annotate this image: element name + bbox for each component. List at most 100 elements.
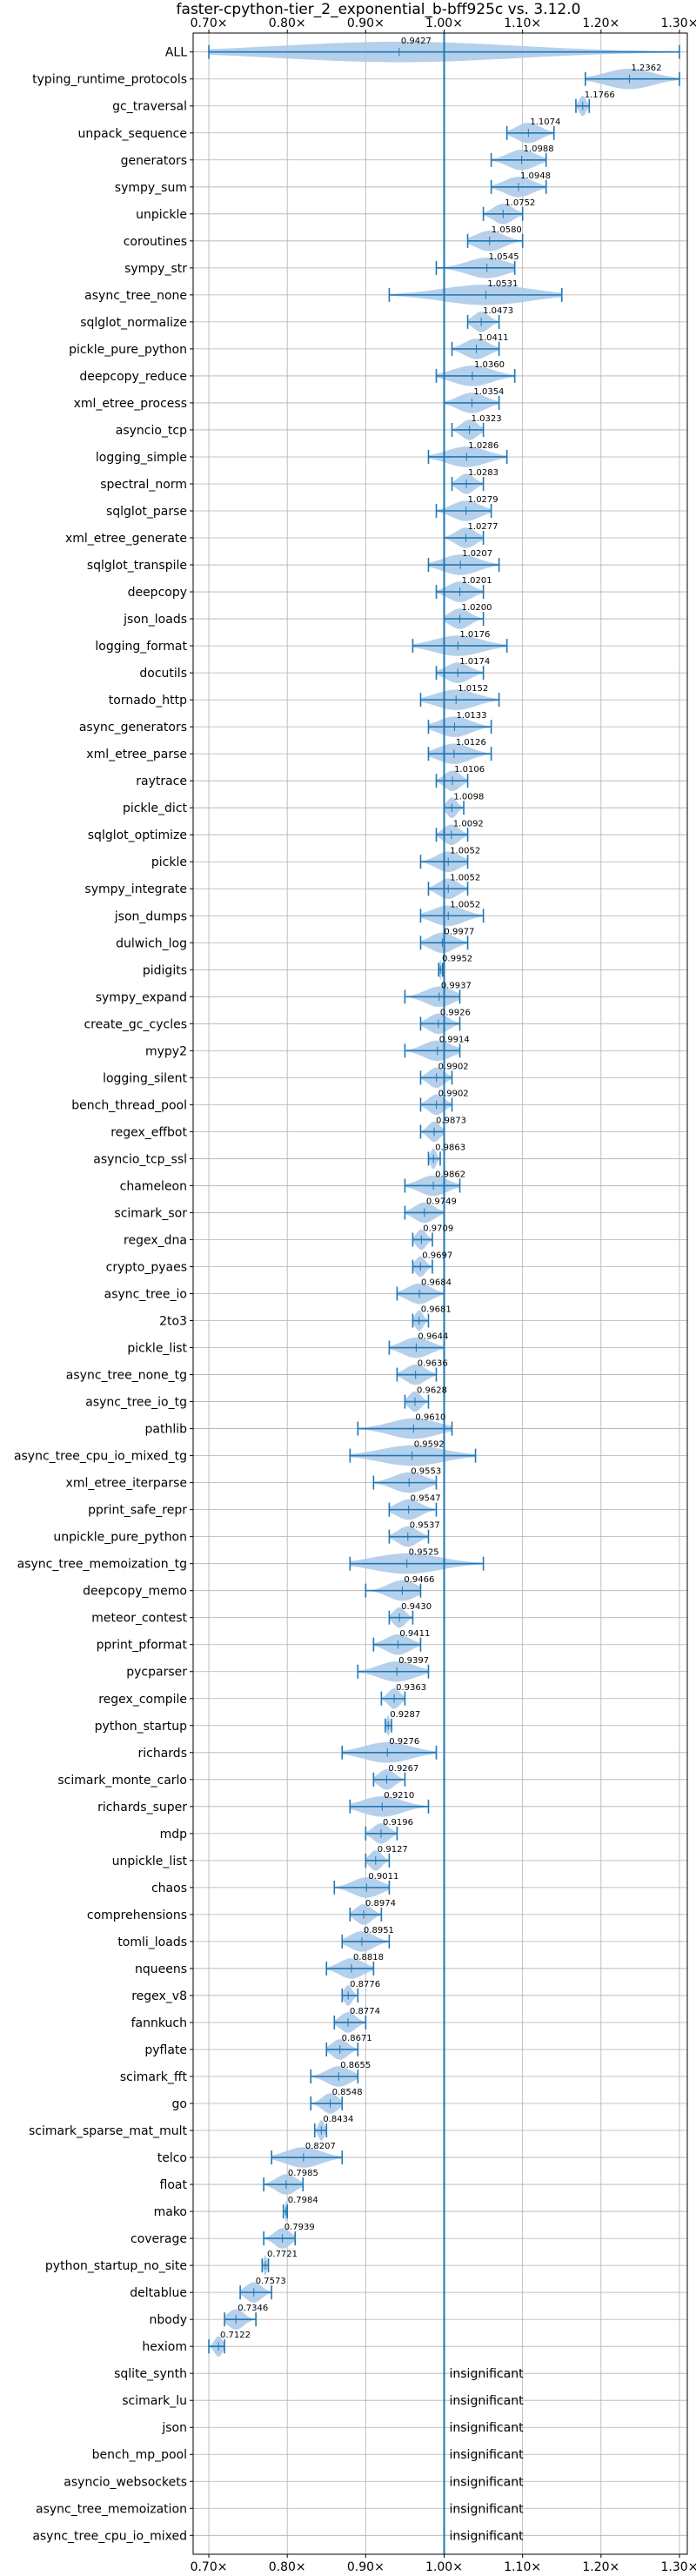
benchmark-label: scimark_sparse_mat_mult bbox=[29, 2124, 187, 2138]
mean-value-label: 0.9397 bbox=[398, 1656, 429, 1666]
mean-value-label: 0.9914 bbox=[439, 1035, 470, 1044]
benchmark-label: unpickle_list bbox=[112, 1855, 188, 1868]
mean-value-label: 0.9276 bbox=[389, 1737, 419, 1747]
benchmark-label: chaos bbox=[151, 1882, 187, 1895]
x-axis: 0.70× 0.70× 0.80× 0.80× 0.90× 0.90× 1.00× 1.00×… bbox=[190, 17, 696, 2574]
mean-value-label: 1.0201 bbox=[462, 576, 492, 586]
mean-value-label: 1.0473 bbox=[483, 306, 513, 316]
benchmark-label: sqlglot_normalize bbox=[80, 316, 187, 330]
insignificant-label: insignificant bbox=[450, 2367, 525, 2381]
benchmark-label: coverage bbox=[130, 2232, 187, 2246]
mean-value-label: 1.0988 bbox=[524, 144, 554, 154]
benchmark-label: async_tree_io bbox=[104, 1288, 187, 1302]
benchmark-label: unpickle_pure_python bbox=[53, 1531, 187, 1545]
mean-value-label: 0.9196 bbox=[383, 1818, 413, 1828]
mean-value-label: 1.0052 bbox=[450, 846, 480, 855]
x-tick-label-top: 0.90× bbox=[347, 17, 385, 30]
mean-value-label: 1.0092 bbox=[453, 819, 484, 828]
mean-value-label: 1.0277 bbox=[467, 522, 498, 532]
benchmark-label: sympy_integrate bbox=[84, 882, 187, 896]
mean-value-label: 0.9610 bbox=[415, 1413, 445, 1423]
benchmark-label: pprint_safe_repr bbox=[88, 1504, 187, 1518]
benchmark-label: sqlite_synth bbox=[114, 2367, 187, 2381]
benchmark-label: async_tree_memoization_tg bbox=[17, 1558, 187, 1572]
mean-value-label: 0.9011 bbox=[368, 1872, 398, 1882]
mean-value-label: 0.9863 bbox=[435, 1143, 465, 1152]
x-tick-label-bottom: 0.70× bbox=[191, 2560, 228, 2574]
benchmark-label: 2to3 bbox=[159, 1315, 187, 1329]
violins bbox=[208, 33, 680, 2554]
mean-value-label: 1.0531 bbox=[487, 279, 518, 289]
benchmark-label: nbody bbox=[150, 2313, 188, 2327]
mean-value-label: 0.9684 bbox=[421, 1278, 452, 1288]
mean-value-label: 0.9902 bbox=[438, 1089, 469, 1098]
chart-title: faster-cpython-tier_2_exponential_b-bff9… bbox=[177, 1, 581, 18]
mean-value-label: 1.0323 bbox=[472, 414, 502, 424]
benchmark-label: coroutines bbox=[124, 235, 187, 249]
benchmark-label: sympy_str bbox=[124, 262, 187, 276]
benchmark-label: async_tree_none bbox=[84, 289, 187, 303]
mean-value-label: 0.7122 bbox=[220, 2331, 251, 2340]
insignificant-label: insignificant bbox=[450, 2475, 525, 2489]
x-tick-label-bottom: 1.00× bbox=[425, 2560, 463, 2574]
mean-value-label: 1.0174 bbox=[459, 657, 490, 667]
benchmark-label: sqlglot_optimize bbox=[88, 828, 187, 842]
mean-value-label: 0.8818 bbox=[353, 1953, 384, 1962]
mean-value-label: 1.0580 bbox=[492, 225, 522, 235]
mean-value-label: 0.7346 bbox=[238, 2304, 268, 2313]
mean-value-label: 1.0948 bbox=[520, 171, 551, 181]
mean-value-label: 0.9592 bbox=[414, 1440, 445, 1450]
benchmark-label: async_tree_cpu_io_mixed_tg bbox=[14, 1450, 187, 1464]
mean-value-label: 1.0207 bbox=[462, 549, 492, 559]
benchmark-label: regex_dna bbox=[124, 1233, 187, 1247]
mean-value-label: 0.7721 bbox=[267, 2250, 298, 2259]
benchmark-labels: ALL typing_runtime_protocols gc_traversalu… bbox=[14, 37, 662, 2544]
x-tick-label-top: 1.30× bbox=[661, 17, 696, 30]
mean-value-label: 1.0152 bbox=[458, 684, 488, 694]
benchmark-label: pickle_pure_python bbox=[69, 343, 187, 357]
mean-value-label: 0.8974 bbox=[365, 1899, 396, 1909]
mean-value-label: 0.8655 bbox=[340, 2061, 371, 2070]
mean-value-label: 0.9952 bbox=[442, 954, 472, 963]
mean-value-label: 1.0286 bbox=[468, 441, 499, 451]
mean-value-label: 0.9537 bbox=[410, 1521, 440, 1531]
mean-value-label: 1.0354 bbox=[473, 387, 504, 397]
benchmark-label: asyncio_websockets bbox=[64, 2475, 187, 2489]
mean-value-label: 1.0052 bbox=[450, 900, 480, 909]
benchmark-label: async_tree_cpu_io_mixed bbox=[32, 2529, 187, 2543]
benchmark-label: typing_runtime_protocols bbox=[32, 73, 187, 87]
mean-value-label: 1.0200 bbox=[462, 603, 492, 613]
mean-value-label: 0.9363 bbox=[396, 1683, 426, 1693]
benchmark-label: sympy_sum bbox=[115, 181, 187, 195]
benchmark-label: tomli_loads bbox=[117, 1935, 187, 1949]
benchmark-label: comprehensions bbox=[87, 1909, 187, 1922]
benchmark-label: logging_silent bbox=[103, 1071, 187, 1085]
plot-frame bbox=[192, 32, 688, 2555]
mean-value-label: 0.8776 bbox=[350, 1980, 380, 1989]
benchmark-label: bench_mp_pool bbox=[92, 2448, 187, 2462]
benchmark-label: chameleon bbox=[120, 1179, 187, 1193]
mean-value-label: 1.1766 bbox=[585, 91, 615, 100]
x-tick-label-top: 1.10× bbox=[504, 17, 541, 30]
mean-value-label: 1.0279 bbox=[468, 495, 499, 505]
mean-value-label: 0.9525 bbox=[409, 1548, 439, 1558]
benchmark-label: sqlglot_transpile bbox=[87, 559, 187, 573]
benchmark-label: regex_v8 bbox=[131, 1989, 187, 2003]
benchmark-label: async_tree_memoization bbox=[36, 2502, 187, 2516]
benchmark-label: asyncio_tcp bbox=[116, 424, 187, 438]
benchmark-label: logging_format bbox=[95, 640, 187, 654]
benchmark-label: gc_traversal bbox=[112, 100, 187, 114]
mean-value-label: 0.9937 bbox=[441, 981, 472, 990]
mean-value-label: 1.0411 bbox=[478, 333, 509, 343]
benchmark-label: pickle_list bbox=[127, 1342, 187, 1356]
mean-value-label: 0.9873 bbox=[436, 1116, 466, 1125]
mean-value-label: 1.0133 bbox=[456, 711, 486, 721]
mean-value-label: 0.9430 bbox=[401, 1602, 432, 1612]
benchmark-label: async_generators bbox=[79, 721, 187, 735]
benchmark-label: json bbox=[161, 2421, 187, 2435]
benchmark-label: pprint_pformat bbox=[97, 1639, 188, 1653]
mean-value-label: 0.9681 bbox=[421, 1305, 452, 1315]
x-tick-label-bottom: 1.30× bbox=[661, 2560, 696, 2574]
benchmark-label: pycparser bbox=[126, 1666, 187, 1680]
